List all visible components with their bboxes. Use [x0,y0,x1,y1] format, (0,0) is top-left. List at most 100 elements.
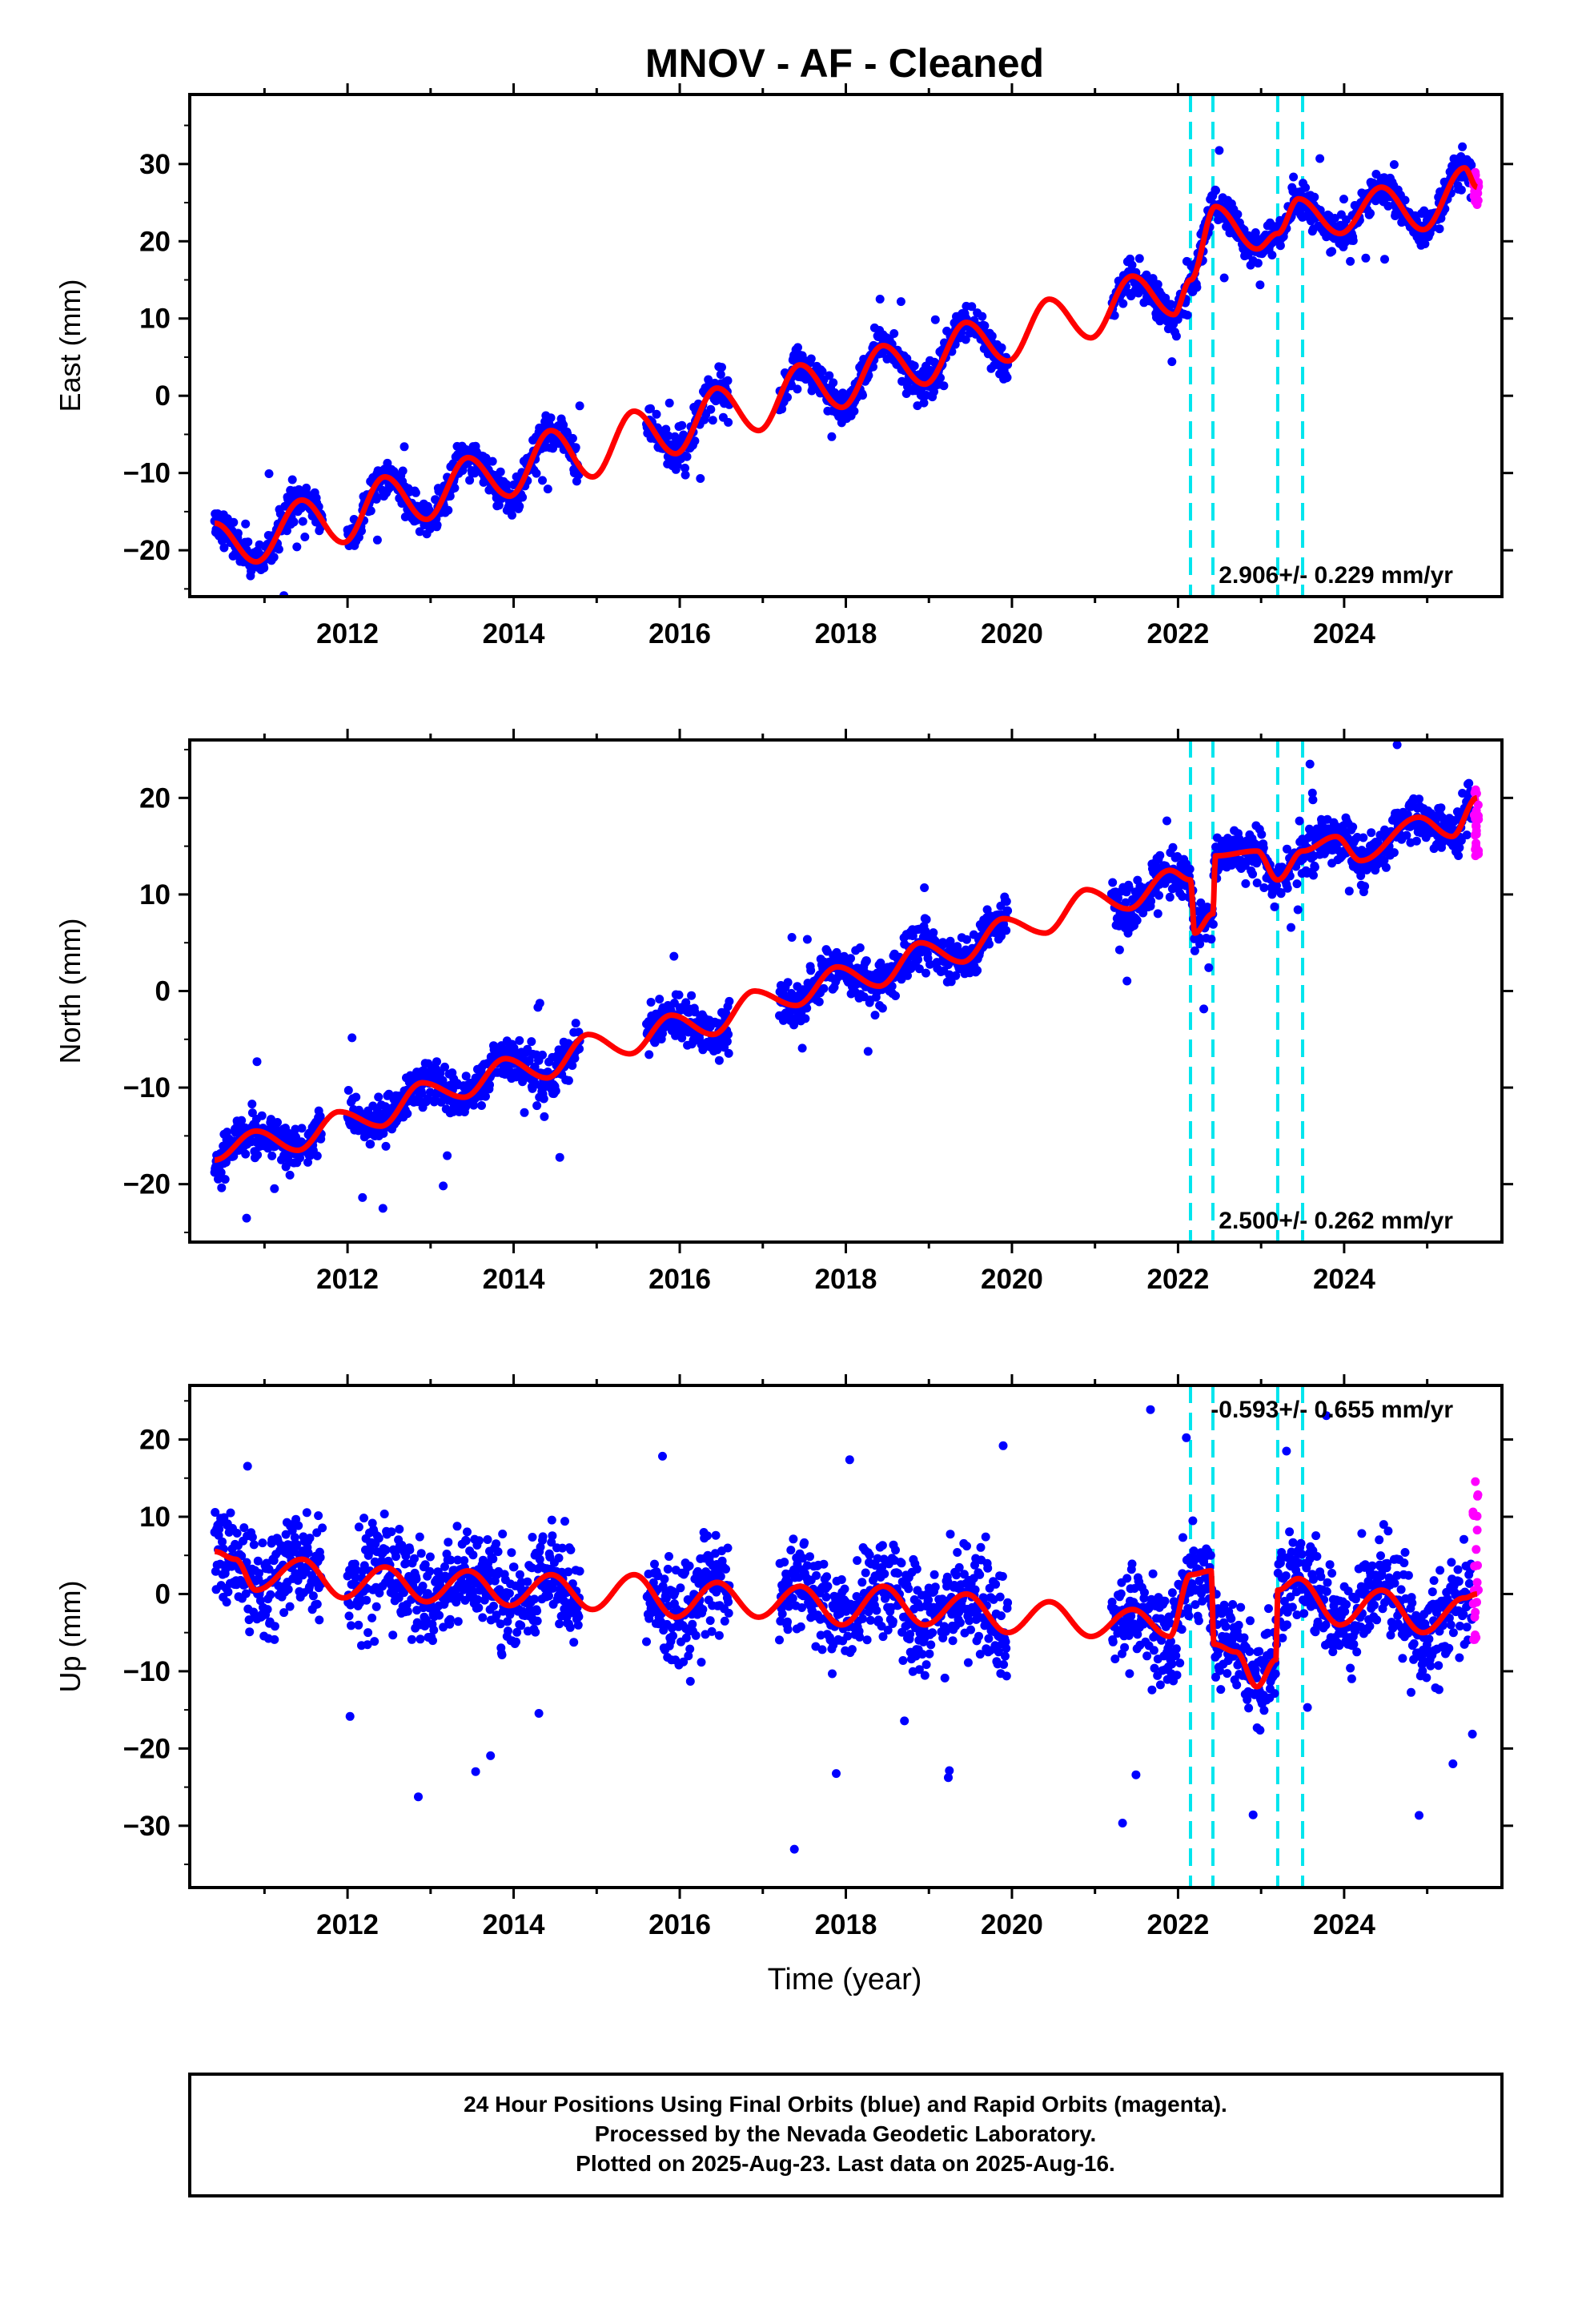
east-final-point-835 [717,363,726,372]
up-final-point-342 [405,1545,415,1554]
north-final-point-95 [257,1111,267,1120]
up-final-point-498 [483,1535,492,1544]
north-final-point-846 [722,1037,732,1046]
north-final-point-1487 [1195,939,1205,949]
up-final-point-185 [302,1508,311,1518]
north-final-point-608 [538,1050,547,1059]
up-final-point-216 [318,1523,327,1533]
up-final-point-627 [547,1515,556,1525]
north-final-point-1306 [1002,926,1011,935]
north-final-point-1519 [1211,842,1220,852]
north-final-point-187 [303,1157,312,1167]
east-final-point-937 [817,367,827,376]
east-xtick-label: 2020 [981,618,1043,649]
north-rapid-point-18 [1472,838,1481,848]
north-final-point-1196 [946,977,956,987]
east-plot-area [210,142,1484,597]
north-final-point-38 [229,1152,239,1161]
north-final-point-1421 [1162,816,1171,826]
up-final-point-76 [247,1533,257,1542]
north-final-point-755 [677,1033,687,1043]
north-final-point-405 [436,1097,446,1107]
north-final-point-1641 [1272,881,1281,891]
north-final-point-1687 [1295,816,1304,826]
east-final-point-867 [783,392,792,402]
east-final-point-1001 [849,406,859,416]
north-final-point-115 [267,1151,277,1160]
north-final-point-1129 [913,955,922,964]
east-final-point-1053 [875,295,885,304]
east-ytick-label: 0 [155,380,171,412]
east-final-point-888 [793,343,802,352]
north-final-point-1616 [1259,883,1269,892]
north-final-point-1510 [1207,935,1216,944]
up-final-point-527 [497,1651,507,1659]
up-final-point-66 [243,1462,252,1471]
up-final-point-139 [279,1608,289,1618]
north-final-point-151 [285,1170,295,1180]
east-final-point-129 [274,545,283,554]
up-final-point-92 [255,1596,265,1606]
up-final-point-648 [557,1543,567,1553]
north-final-point-1452 [1178,892,1187,901]
east-final-point-1877 [1389,160,1399,169]
east-ytick-label: 10 [139,304,171,335]
up-final-point-267 [367,1518,377,1528]
up-final-point-257 [363,1640,372,1650]
east-final-point-397 [432,521,442,530]
north-final-point-1043 [870,1011,880,1020]
up-final-point-563 [515,1570,524,1579]
up-final-point-258 [363,1628,373,1638]
up-final-point-698 [648,1578,658,1587]
up-final-point-250 [359,1514,369,1523]
north-final-point-689 [644,1050,654,1059]
north-final-point-1883 [1392,740,1402,750]
east-final-point-99 [259,563,269,573]
up-final-point-474 [471,1767,480,1776]
up-final-point-24 [222,1598,231,1607]
north-final-point-1514 [1208,919,1218,929]
north-final-point-470 [469,1100,479,1110]
east-rapid-points [1468,167,1484,209]
east-final-point-1258 [978,312,987,321]
up-final-point-359 [414,1792,423,1802]
east-final-point-1316 [1110,311,1119,320]
east-final-point-915 [806,354,816,364]
north-final-point-1815 [1359,833,1368,842]
east-final-point-184 [302,483,311,493]
east-xtick-label: 2016 [648,618,711,649]
east-final-point-1081 [889,329,899,338]
north-final-point-1818 [1360,882,1370,891]
up-final-point-346 [407,1634,416,1644]
up-final-point-594 [531,1627,540,1637]
north-final-point-828 [713,1019,723,1028]
north-xtick-label: 2024 [1313,1264,1375,1295]
north-final-point-396 [432,1057,441,1067]
north-ytick-label: 10 [139,879,171,911]
up-final-point-516 [492,1610,501,1620]
east-final-point-1968 [1435,224,1444,234]
up-final-point-604 [536,1542,545,1552]
east-final-point-1675 [1289,172,1299,182]
up-final-point-382 [425,1566,435,1576]
up-final-point-271 [370,1637,379,1647]
east-final-point-38 [229,517,239,527]
east-final-point-1107 [902,354,912,364]
up-final-point-70 [245,1627,255,1637]
north-final-point-417 [443,1151,452,1160]
north-final-point-876 [787,933,797,942]
north-final-point-586 [527,1037,536,1047]
north-final-point-494 [481,1092,490,1101]
north-final-point-661 [564,1076,573,1085]
north-final-point-1663 [1283,883,1292,893]
up-final-point-220 [344,1611,354,1621]
north-final-point-1309 [1003,906,1013,915]
north-final-point-1997 [1449,817,1459,826]
north-final-point-1312 [1108,878,1118,887]
north-final-point-1160 [929,928,938,938]
east-final-point-1181 [939,381,949,391]
north-final-point-1810 [1356,871,1366,880]
east-ytick-label: 30 [139,149,171,180]
east-final-point-625 [546,413,556,423]
